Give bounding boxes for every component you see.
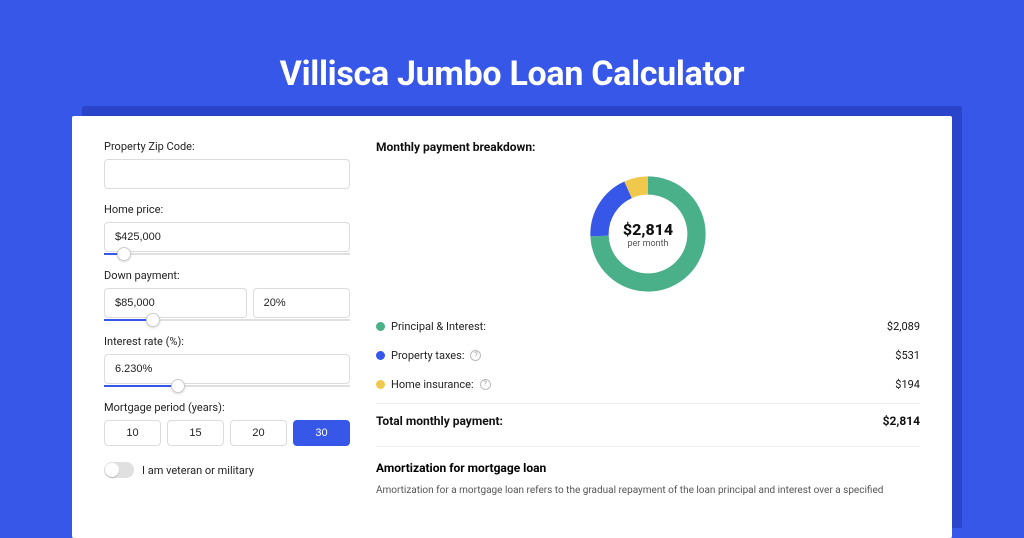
mortgage-period-group: Mortgage period (years): 10 15 20 30 <box>104 401 350 446</box>
down-payment-slider-thumb[interactable] <box>146 313 160 327</box>
mortgage-period-row: 10 15 20 30 <box>104 420 350 446</box>
home-price-label: Home price: <box>104 203 350 216</box>
mortgage-period-label: Mortgage period (years): <box>104 401 350 414</box>
home-price-group: Home price: <box>104 203 350 255</box>
veteran-toggle[interactable] <box>104 462 134 478</box>
veteran-toggle-label: I am veteran or military <box>142 464 254 477</box>
zip-group: Property Zip Code: <box>104 140 350 189</box>
interest-rate-slider-thumb[interactable] <box>171 379 185 393</box>
zip-input[interactable] <box>104 159 350 189</box>
donut-wrap: $2,814 per month <box>376 164 920 312</box>
home-price-slider-thumb[interactable] <box>117 247 131 261</box>
interest-rate-input[interactable] <box>104 354 350 384</box>
amortization-text: Amortization for a mortgage loan refers … <box>376 483 920 498</box>
interest-rate-slider[interactable] <box>104 385 350 387</box>
home-price-slider[interactable] <box>104 253 350 255</box>
calculator-card: Property Zip Code: Home price: Down paym… <box>72 116 952 538</box>
donut-center: $2,814 per month <box>584 170 712 298</box>
legend-amount-insurance: $194 <box>895 378 920 391</box>
veteran-toggle-knob <box>105 463 119 477</box>
period-option-15[interactable]: 15 <box>167 420 224 446</box>
interest-rate-group: Interest rate (%): <box>104 335 350 387</box>
total-label: Total monthly payment: <box>376 414 503 428</box>
interest-rate-label: Interest rate (%): <box>104 335 350 348</box>
legend-row-principal: Principal & Interest: $2,089 <box>376 312 920 341</box>
down-payment-row <box>104 288 350 318</box>
legend-dot-principal <box>376 322 385 331</box>
info-icon[interactable]: ? <box>480 379 491 390</box>
legend-left-principal: Principal & Interest: <box>376 320 486 333</box>
legend-label-principal: Principal & Interest: <box>391 320 486 333</box>
legend-amount-taxes: $531 <box>895 349 920 362</box>
down-payment-amount-input[interactable] <box>104 288 247 318</box>
legend-dot-taxes <box>376 351 385 360</box>
period-option-20[interactable]: 20 <box>230 420 287 446</box>
breakdown-column: Monthly payment breakdown: $2,814 per mo… <box>376 140 920 498</box>
donut-sublabel: per month <box>627 239 668 249</box>
legend-row-taxes: Property taxes: ? $531 <box>376 341 920 370</box>
page-title: Villisca Jumbo Loan Calculator <box>0 0 1024 116</box>
donut-amount: $2,814 <box>623 220 673 239</box>
legend-label-taxes: Property taxes: <box>391 349 464 362</box>
payment-donut-chart: $2,814 per month <box>584 170 712 298</box>
calculator-card-wrap: Property Zip Code: Home price: Down paym… <box>72 116 952 538</box>
legend-label-insurance: Home insurance: <box>391 378 474 391</box>
info-icon[interactable]: ? <box>470 350 481 361</box>
legend-row-insurance: Home insurance: ? $194 <box>376 370 920 399</box>
zip-label: Property Zip Code: <box>104 140 350 153</box>
down-payment-percent-input[interactable] <box>253 288 350 318</box>
section-divider <box>376 446 920 447</box>
interest-rate-slider-fill <box>104 385 178 387</box>
down-payment-slider[interactable] <box>104 319 350 321</box>
breakdown-title: Monthly payment breakdown: <box>376 140 920 154</box>
total-row: Total monthly payment: $2,814 <box>376 403 920 442</box>
period-option-30[interactable]: 30 <box>293 420 350 446</box>
form-column: Property Zip Code: Home price: Down paym… <box>104 140 350 498</box>
home-price-input[interactable] <box>104 222 350 252</box>
down-payment-label: Down payment: <box>104 269 350 282</box>
amortization-title: Amortization for mortgage loan <box>376 461 920 475</box>
legend-dot-insurance <box>376 380 385 389</box>
total-amount: $2,814 <box>883 414 920 428</box>
legend-left-insurance: Home insurance: ? <box>376 378 491 391</box>
legend-left-taxes: Property taxes: ? <box>376 349 481 362</box>
down-payment-group: Down payment: <box>104 269 350 321</box>
legend-amount-principal: $2,089 <box>887 320 920 333</box>
period-option-10[interactable]: 10 <box>104 420 161 446</box>
veteran-toggle-row: I am veteran or military <box>104 462 350 478</box>
